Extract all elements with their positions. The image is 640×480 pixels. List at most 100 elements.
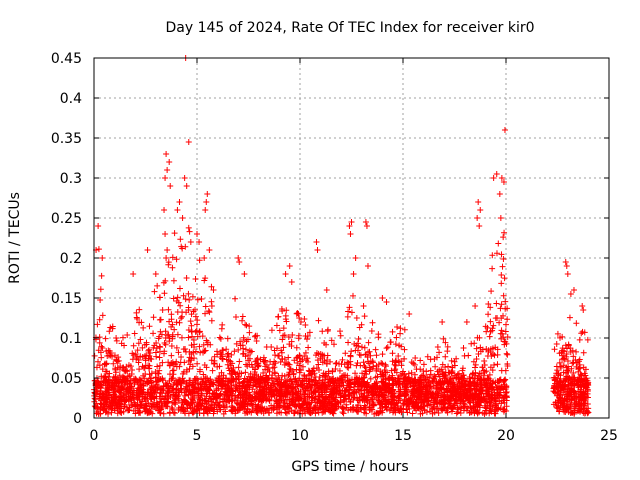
- data-point: [343, 404, 350, 411]
- data-point: [276, 376, 283, 383]
- data-point: [128, 371, 135, 378]
- data-point: [283, 387, 290, 394]
- data-point: [318, 382, 325, 389]
- data-point: [194, 360, 201, 367]
- data-point: [280, 325, 287, 332]
- data-point: [179, 245, 186, 252]
- data-point: [439, 398, 446, 405]
- data-point: [236, 259, 243, 265]
- data-point: [261, 377, 268, 384]
- data-point: [439, 319, 446, 325]
- data-point: [159, 393, 166, 400]
- data-point: [412, 376, 419, 383]
- data-point: [219, 353, 226, 360]
- chart-title: Day 145 of 2024, Rate Of TEC Index for r…: [165, 20, 534, 36]
- data-point: [264, 375, 271, 382]
- data-point: [296, 362, 303, 369]
- data-point: [139, 389, 146, 396]
- data-point: [228, 407, 235, 414]
- data-point: [165, 261, 172, 268]
- data-point: [290, 410, 297, 417]
- data-point: [323, 287, 330, 293]
- data-point: [416, 396, 423, 403]
- data-point: [162, 277, 169, 284]
- data-point: [430, 404, 437, 411]
- data-point: [197, 385, 204, 392]
- data-point: [299, 383, 306, 390]
- data-point: [355, 401, 362, 408]
- data-point: [276, 327, 283, 334]
- data-point: [248, 393, 255, 400]
- data-point: [136, 396, 143, 403]
- data-point: [260, 369, 267, 376]
- data-point: [360, 378, 367, 385]
- x-tick-label: 5: [193, 428, 202, 444]
- data-point: [221, 396, 228, 403]
- data-point: [422, 389, 429, 396]
- data-point: [313, 380, 320, 387]
- data-point: [372, 386, 379, 393]
- data-point: [434, 354, 441, 361]
- data-point: [96, 362, 103, 369]
- data-point: [275, 313, 282, 320]
- data-point: [574, 408, 581, 415]
- data-point: [491, 389, 498, 396]
- data-point: [131, 399, 138, 406]
- data-point: [377, 400, 384, 407]
- data-point: [250, 407, 257, 414]
- data-point: [334, 399, 341, 406]
- data-point: [102, 368, 109, 375]
- data-point: [184, 400, 191, 407]
- data-point: [192, 313, 199, 320]
- data-point: [559, 352, 566, 359]
- data-point: [186, 365, 193, 372]
- data-point: [97, 296, 104, 303]
- data-point: [142, 357, 149, 364]
- data-point: [242, 321, 249, 328]
- data-point: [249, 374, 256, 381]
- data-point: [500, 406, 507, 413]
- data-point: [228, 398, 235, 405]
- data-point: [407, 396, 414, 403]
- data-point: [423, 382, 430, 389]
- data-point: [252, 366, 259, 373]
- data-point: [200, 348, 207, 355]
- data-point: [134, 315, 141, 322]
- data-point: [216, 334, 223, 341]
- data-point: [568, 409, 575, 416]
- data-point: [266, 409, 273, 416]
- data-point: [303, 385, 310, 392]
- data-point: [396, 342, 403, 349]
- data-point: [559, 395, 566, 402]
- data-point: [190, 308, 197, 315]
- data-point: [91, 403, 98, 410]
- data-point: [392, 378, 399, 385]
- data-point: [379, 351, 386, 358]
- data-point: [495, 240, 502, 247]
- data-point: [363, 392, 370, 399]
- data-point: [95, 379, 102, 386]
- data-point: [303, 336, 310, 343]
- data-point: [175, 299, 182, 306]
- data-point: [357, 352, 364, 359]
- data-point: [502, 321, 509, 328]
- data-point: [476, 223, 483, 229]
- data-point: [179, 375, 186, 382]
- data-point: [344, 372, 351, 379]
- data-point: [461, 382, 468, 389]
- data-point: [435, 409, 442, 416]
- data-point: [497, 305, 504, 312]
- data-point: [163, 255, 170, 261]
- data-point: [557, 364, 564, 371]
- data-point: [156, 294, 163, 301]
- data-point: [133, 355, 140, 362]
- data-point: [501, 338, 508, 345]
- data-point: [276, 352, 283, 359]
- data-point: [354, 359, 361, 366]
- data-point: [383, 345, 390, 352]
- data-point: [190, 336, 197, 343]
- data-point: [194, 333, 201, 340]
- data-point: [150, 314, 157, 321]
- data-point: [180, 346, 187, 353]
- data-point: [419, 372, 426, 379]
